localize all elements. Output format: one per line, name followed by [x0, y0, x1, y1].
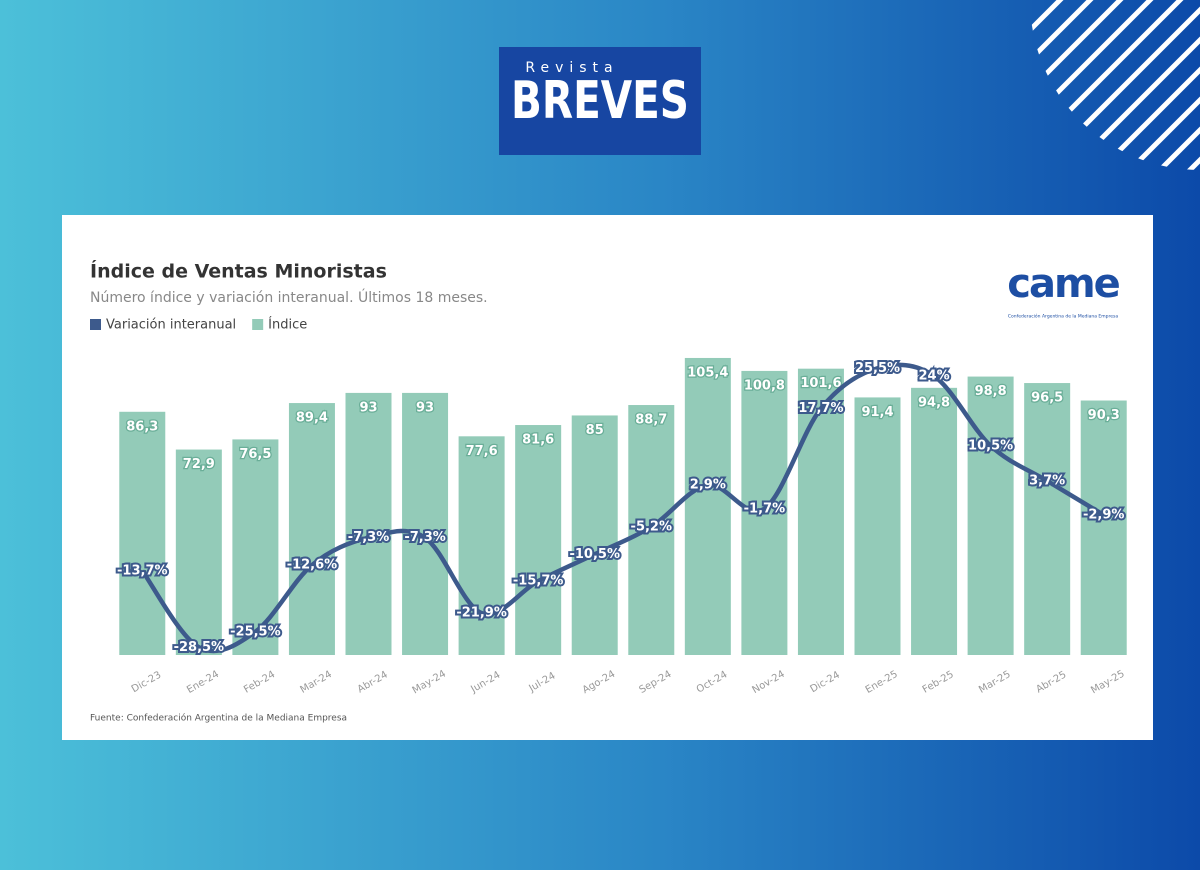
brand-name: BREVES [511, 71, 689, 131]
bar-label: 93 [359, 400, 377, 415]
bar-label: 77,6 [466, 444, 498, 459]
line-label: -2,9% [1083, 507, 1124, 522]
bar-label: 88,7 [635, 413, 667, 428]
bar [402, 392, 449, 655]
bar [967, 376, 1014, 655]
bar [288, 403, 335, 655]
line-label: -7,3% [348, 530, 389, 545]
bar-label: 98,8 [975, 384, 1007, 399]
bar-label: 105,4 [687, 365, 728, 380]
line-label: -10,5% [569, 547, 620, 562]
bar-label: 91,4 [861, 405, 893, 420]
line [140, 362, 1105, 654]
legend-swatch [252, 319, 264, 330]
bar-label: 96,5 [1031, 391, 1063, 406]
bar [628, 405, 675, 655]
bar [854, 397, 901, 655]
line-label: -21,9% [456, 606, 507, 621]
bar-label: 89,4 [296, 411, 328, 426]
bar-label: 90,3 [1088, 408, 1120, 423]
line-label: 2,9% [690, 478, 726, 493]
bar [741, 370, 788, 655]
bar [515, 425, 562, 655]
logo-caption: Confederación Argentina de la Mediana Em… [1008, 313, 1118, 320]
bar [1080, 400, 1127, 655]
line-label: -1,7% [744, 501, 785, 516]
bar-label: 94,8 [918, 395, 950, 410]
legend-swatch [90, 319, 101, 330]
bar [345, 392, 392, 655]
line-label: -7,3% [404, 530, 445, 545]
bar [571, 415, 618, 655]
line-label: 10,5% [968, 438, 1013, 453]
bar-label: 76,5 [239, 447, 271, 462]
chart-subtitle: Número índice y variación interanual. Úl… [90, 288, 488, 306]
bar [1024, 383, 1071, 655]
bar-label: 85 [586, 423, 604, 438]
brand-kicker: Revista [525, 60, 618, 76]
line-label: -12,6% [287, 558, 338, 573]
bar-label: 81,6 [522, 433, 554, 448]
bar [232, 439, 279, 655]
line-label: 24% [918, 369, 949, 384]
bar [119, 411, 166, 655]
line-label: -5,2% [631, 519, 672, 534]
legend-label: Índice [268, 317, 307, 333]
line-label: 17,7% [798, 401, 843, 416]
bar [911, 387, 958, 655]
bar-label: 93 [416, 400, 434, 415]
legend-label: Variación interanual [106, 318, 236, 333]
bar [458, 436, 505, 655]
line-label: -28,5% [174, 640, 225, 655]
chart-title: Índice de Ventas Minoristas [90, 260, 387, 283]
bar-label: 72,9 [183, 457, 215, 472]
line-label: 3,7% [1029, 473, 1065, 488]
bar-label: 86,3 [126, 419, 158, 434]
bar-label: 100,8 [744, 378, 785, 393]
line-label: -25,5% [230, 624, 281, 639]
brand-box [499, 47, 701, 155]
bar-label: 101,6 [800, 376, 841, 391]
source: Fuente: Confederación Argentina de la Me… [90, 713, 347, 724]
bar [684, 357, 731, 655]
line-label: -13,7% [117, 563, 168, 578]
line-label: -15,7% [513, 574, 564, 589]
bar [175, 449, 222, 655]
logo-name: came [1007, 261, 1119, 307]
line-label: 25,5% [855, 361, 900, 376]
bar [797, 368, 844, 655]
